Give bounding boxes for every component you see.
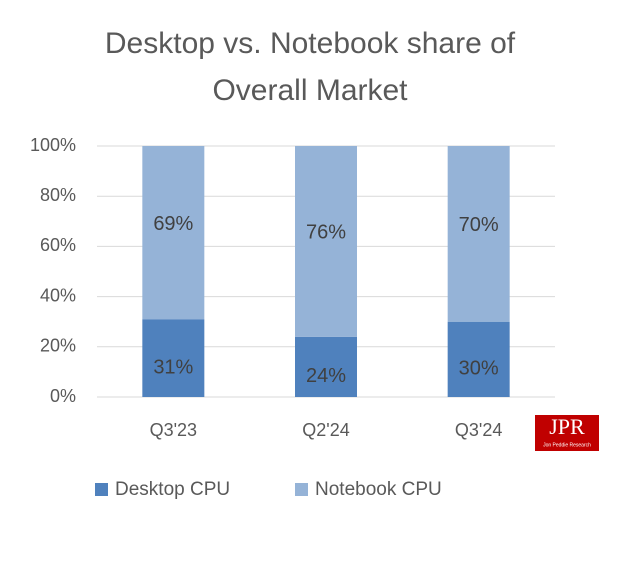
legend-label: Notebook CPU (315, 479, 442, 500)
legend-swatch (95, 483, 108, 496)
y-tick-label: 20% (40, 336, 76, 356)
value-label: 76% (306, 222, 346, 244)
value-label: 30% (459, 358, 499, 380)
legend-label: Desktop CPU (115, 479, 230, 500)
value-label: 24% (306, 365, 346, 387)
x-tick-label: Q3'23 (150, 420, 197, 440)
value-label: 31% (153, 356, 193, 378)
chart-title: Overall Market (212, 74, 408, 107)
logo-subtext: Jon Peddie Research (543, 442, 591, 448)
bar-segment (142, 146, 205, 320)
logo: JPR Jon Peddie Research (535, 414, 599, 451)
chart-title: Desktop vs. Notebook share of (105, 27, 516, 60)
y-tick-label: 0% (50, 386, 76, 406)
bar-segment (447, 321, 510, 397)
y-tick-label: 40% (40, 285, 76, 305)
logo-text: JPR (549, 414, 585, 439)
bar-segment (295, 146, 357, 337)
bar-segment (447, 146, 510, 322)
value-label: 69% (153, 213, 193, 235)
y-tick-label: 80% (40, 185, 76, 205)
legend-swatch (295, 483, 308, 496)
bar-segment (142, 319, 205, 397)
x-tick-label: Q3'24 (455, 420, 502, 440)
value-label: 70% (459, 214, 499, 236)
y-tick-label: 60% (40, 235, 76, 255)
x-tick-label: Q2'24 (302, 420, 349, 440)
logo-box (535, 415, 599, 451)
y-tick-label: 100% (30, 135, 76, 155)
bar-segment (295, 336, 357, 397)
